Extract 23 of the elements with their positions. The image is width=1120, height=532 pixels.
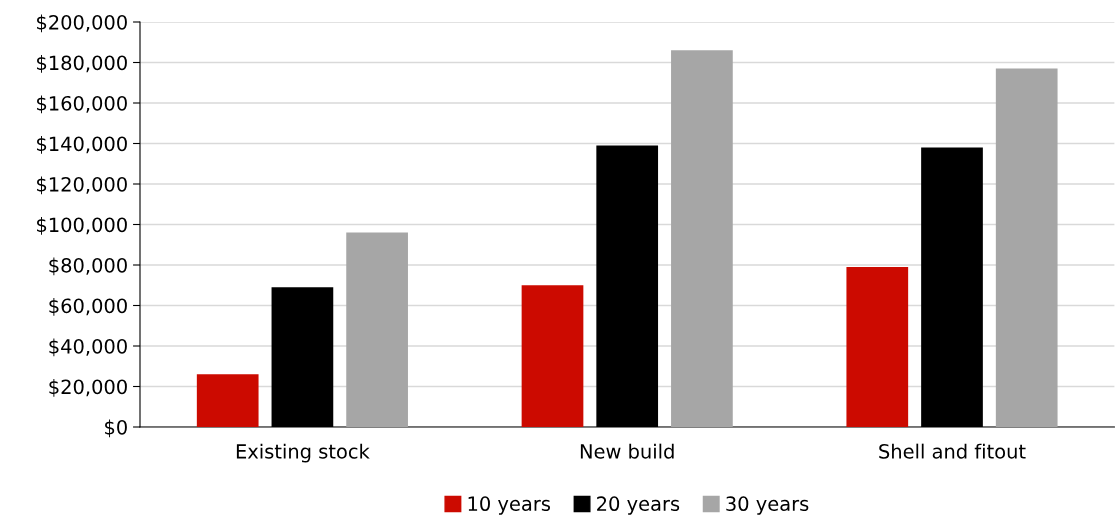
legend-label: 20 years bbox=[597, 496, 680, 515]
legend-label: 30 years bbox=[726, 496, 809, 515]
bar bbox=[521, 285, 584, 427]
bar bbox=[196, 374, 259, 427]
y-tick-label: $60,000 bbox=[49, 298, 127, 316]
y-tick-label: $160,000 bbox=[37, 95, 127, 114]
x-tick-label: New build bbox=[580, 443, 674, 459]
x-tick-label: Shell and fitout bbox=[879, 443, 1026, 459]
y-tick-label: $40,000 bbox=[49, 338, 127, 357]
y-tick-label: $100,000 bbox=[37, 217, 127, 235]
bar bbox=[995, 68, 1058, 427]
y-tick-label: $80,000 bbox=[49, 257, 127, 276]
bar bbox=[671, 50, 733, 427]
y-tick-label: $120,000 bbox=[37, 176, 127, 195]
x-tick-label: Existing stock bbox=[236, 443, 370, 463]
y-tick-label: $20,000 bbox=[49, 379, 127, 397]
bar bbox=[346, 232, 408, 427]
bar bbox=[846, 267, 909, 427]
legend-label: 10 years bbox=[468, 496, 550, 515]
y-tick-label: $140,000 bbox=[37, 136, 127, 154]
y-tick-label: $0 bbox=[105, 419, 127, 438]
y-tick-label: $180,000 bbox=[37, 55, 127, 73]
y-tick-label: $200,000 bbox=[37, 14, 127, 33]
